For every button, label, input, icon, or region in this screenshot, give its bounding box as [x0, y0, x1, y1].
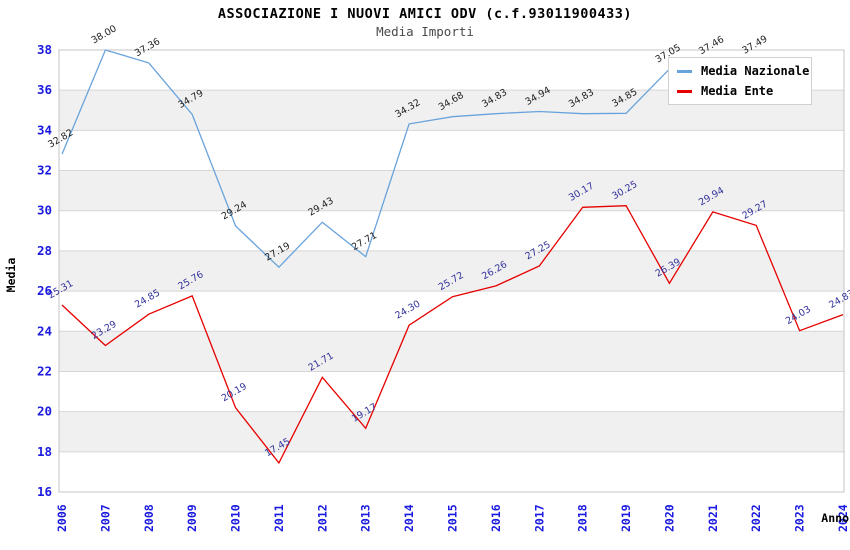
- x-tick-label: 2008: [142, 504, 156, 532]
- x-tick-label: 2020: [662, 504, 676, 532]
- y-tick-label: 24: [37, 323, 52, 338]
- chart-subtitle: Media Importi: [376, 24, 474, 39]
- grid-band: [59, 170, 844, 211]
- grid-band: [59, 371, 844, 412]
- x-tick-label: 2019: [619, 504, 633, 532]
- legend-label: Media Nazionale: [701, 64, 810, 78]
- y-tick-label: 36: [37, 82, 52, 97]
- x-tick-label: 2014: [402, 504, 416, 532]
- y-axis-title: Media: [4, 257, 18, 293]
- x-tick-label: 2022: [749, 504, 763, 532]
- grid-band: [59, 250, 844, 292]
- x-tick-label: 2024: [836, 504, 850, 532]
- grid-band: [59, 210, 844, 251]
- media-nazionale-line-swatch-icon: [677, 69, 692, 73]
- x-tick-label: 2007: [98, 504, 112, 532]
- x-tick-label: 2013: [359, 504, 373, 532]
- chart-legend: Media Nazionale Media Ente: [668, 57, 812, 105]
- y-tick-label: 34: [37, 122, 52, 137]
- y-tick-label: 28: [37, 243, 52, 258]
- plot-border: [58, 49, 845, 493]
- chart-title: ASSOCIAZIONE I NUOVI AMICI ODV (c.f.9301…: [217, 6, 633, 22]
- series-line-media-nazionale: [61, 49, 757, 269]
- x-tick-label: 2018: [576, 504, 590, 532]
- x-tick-label: 2006: [55, 504, 69, 532]
- y-tick-label: 32: [37, 163, 52, 178]
- x-tick-label: 2012: [315, 504, 329, 532]
- x-axis-title: Anno: [821, 511, 849, 525]
- x-tick-label: 2011: [272, 504, 286, 532]
- legend-label: Media Ente: [701, 84, 774, 98]
- x-tick-label: 2021: [706, 504, 720, 532]
- y-tick-label: 22: [37, 363, 52, 378]
- legend-item-media-ente: Media Ente: [677, 81, 803, 101]
- y-tick-label: 20: [37, 404, 52, 419]
- grid-band: [59, 130, 844, 171]
- x-tick-label: 2015: [446, 504, 460, 532]
- grid-band: [59, 411, 844, 452]
- y-tick-label: 38: [37, 42, 52, 57]
- y-tick-label: 26: [37, 283, 52, 298]
- series-line-media-ente: [61, 205, 844, 465]
- grid-band: [59, 451, 844, 492]
- y-tick-label: 30: [37, 203, 52, 218]
- x-tick-label: 2016: [489, 504, 503, 532]
- x-tick-label: 2023: [793, 504, 807, 532]
- media-ente-line-swatch-icon: [677, 89, 692, 93]
- y-tick-label: 16: [37, 484, 52, 499]
- legend-item-media-nazionale: Media Nazionale: [677, 61, 809, 81]
- x-tick-label: 2017: [532, 504, 546, 532]
- grid-band: [59, 331, 844, 372]
- x-tick-label: 2009: [185, 504, 199, 532]
- y-tick-label: 18: [37, 444, 52, 459]
- x-tick-label: 2010: [229, 504, 243, 532]
